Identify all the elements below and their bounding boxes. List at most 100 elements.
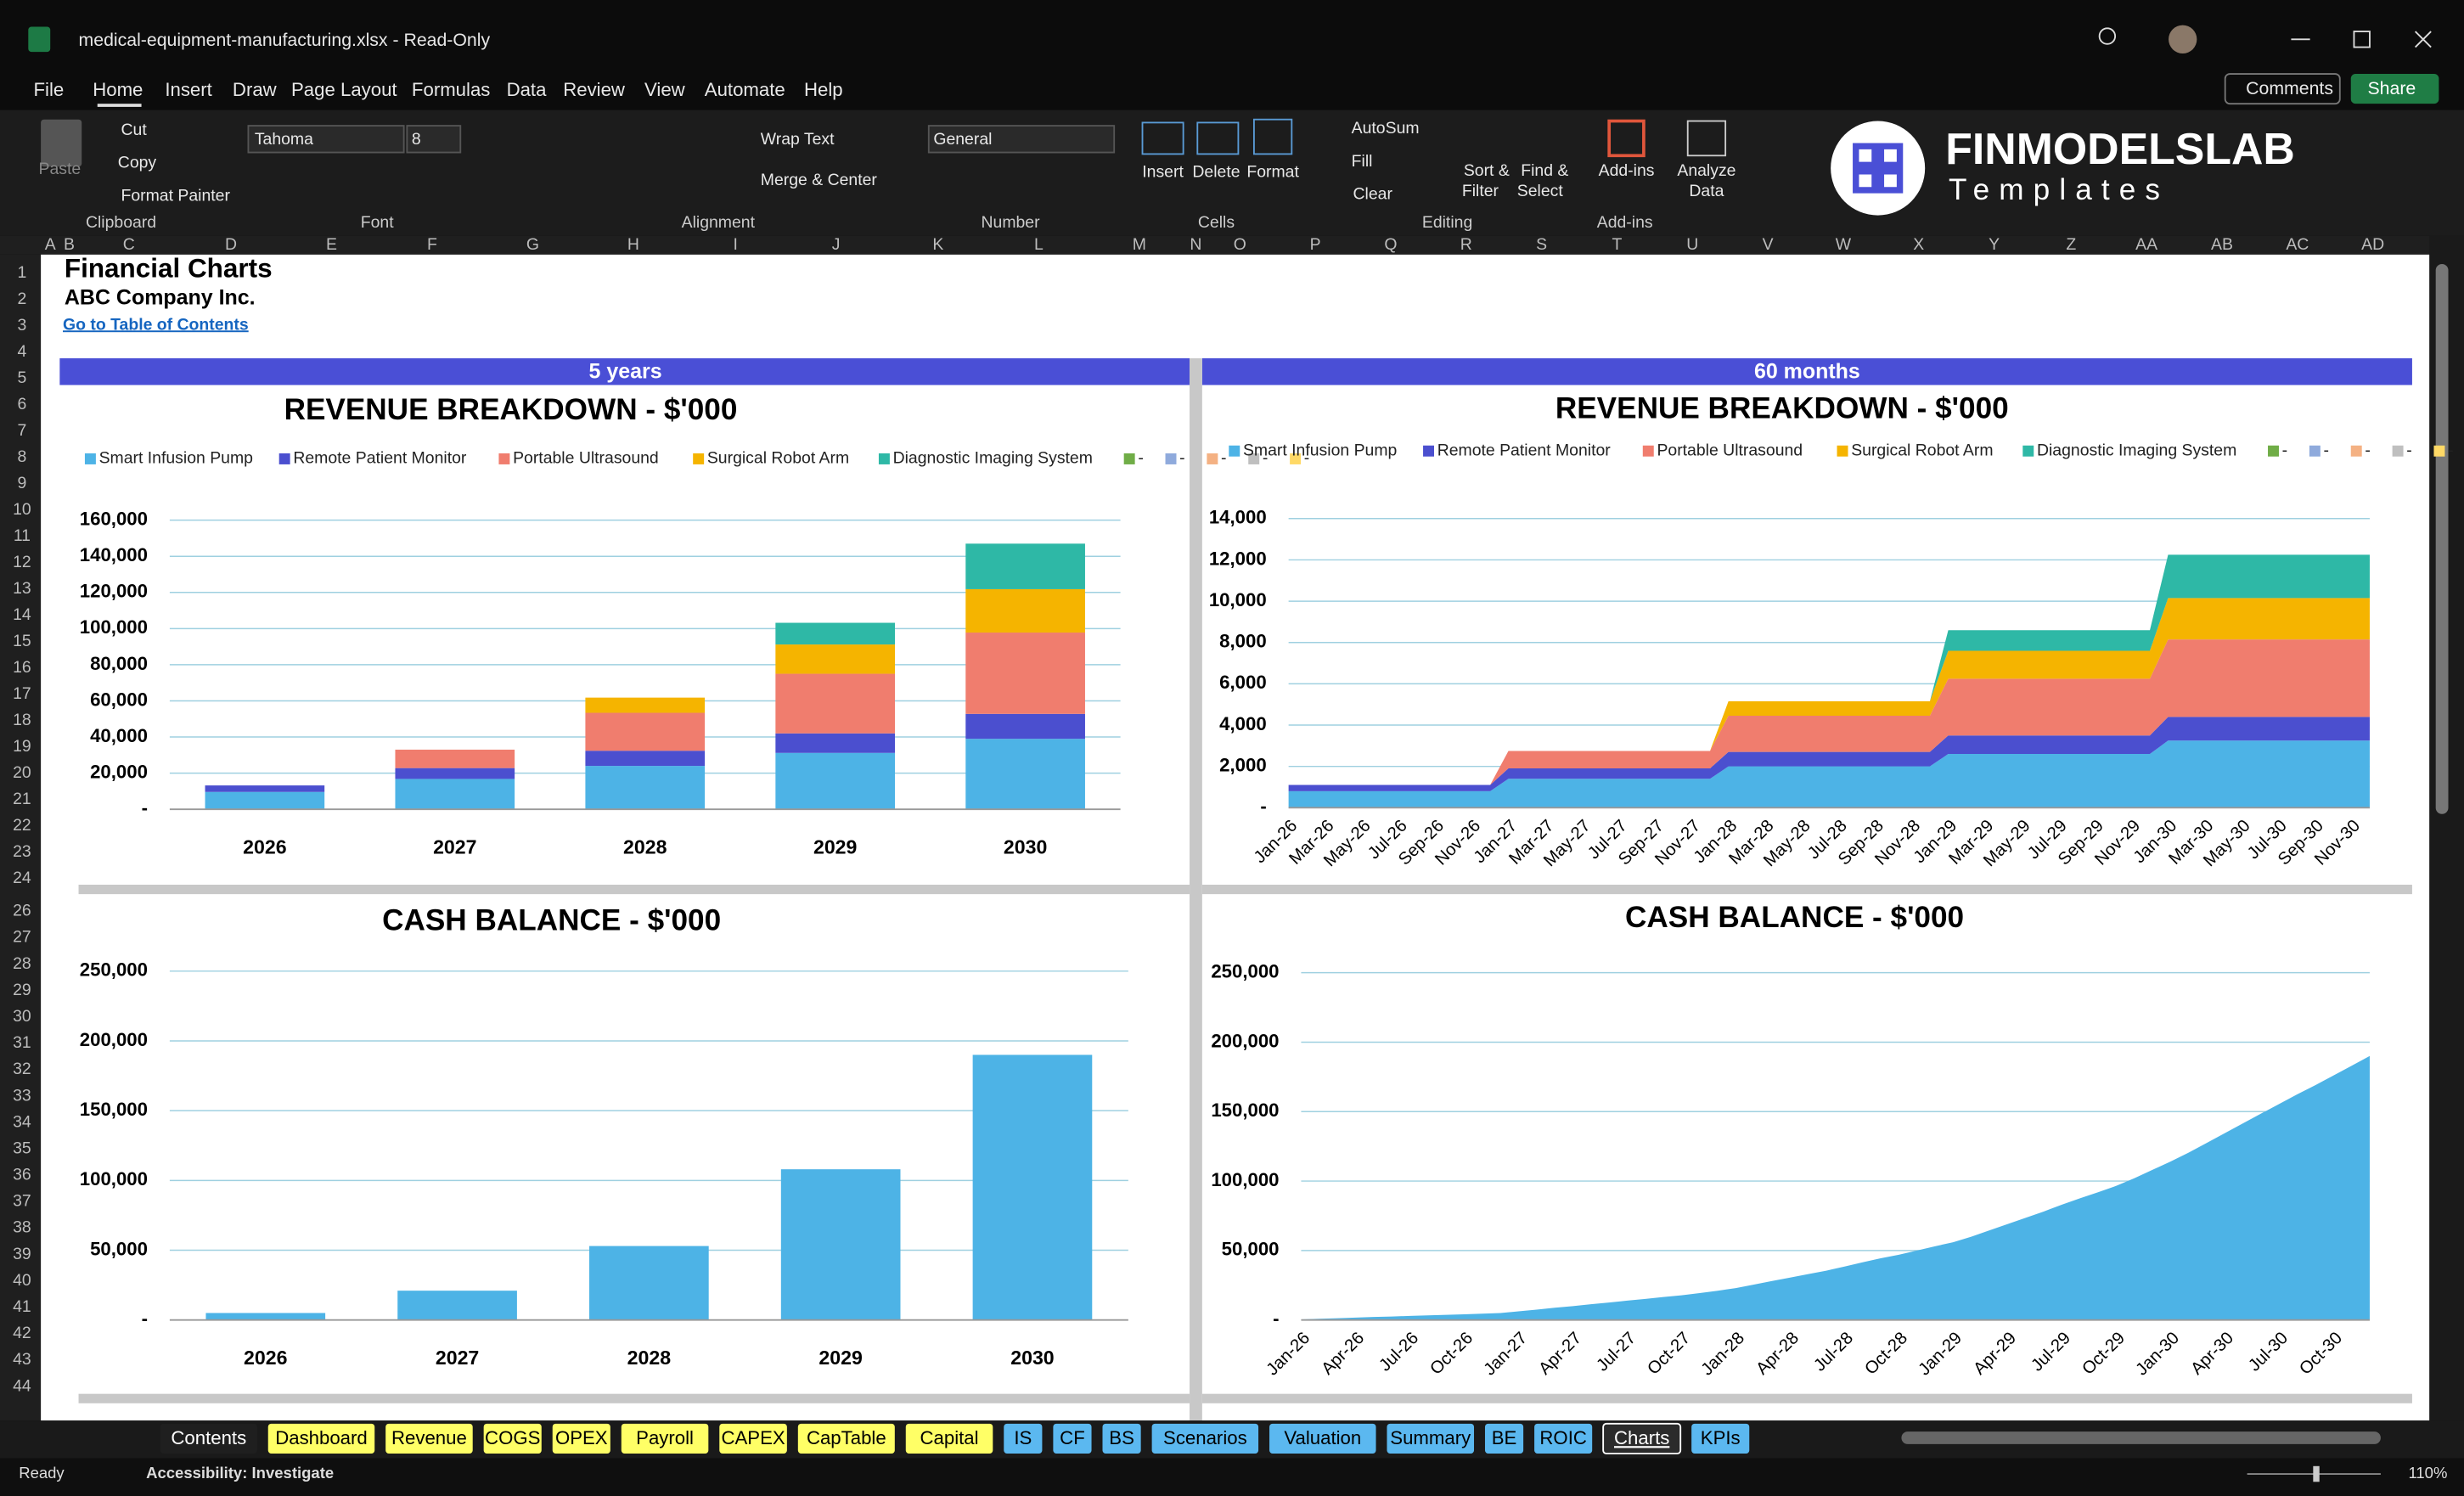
- menu-item[interactable]: Page Layout: [291, 79, 397, 100]
- sheet-tab[interactable]: [1151, 1423, 1259, 1454]
- ribbon-font-size[interactable]: 8: [412, 130, 421, 149]
- comments-button[interactable]: [2224, 73, 2341, 105]
- ribbon-merge-center[interactable]: Merge & Center: [761, 171, 878, 189]
- ribbon-sort-filter-0[interactable]: Sort &: [1464, 161, 1510, 180]
- sheet-tab[interactable]: [1053, 1423, 1092, 1454]
- ribbon-sort-filter-1[interactable]: Filter: [1462, 182, 1499, 200]
- ribbon-autosum[interactable]: AutoSum: [1352, 119, 1420, 138]
- sheet-tab-label[interactable]: Capital: [920, 1427, 979, 1448]
- ribbon-format[interactable]: Format: [1246, 163, 1299, 182]
- sheet-tab-label[interactable]: Summary: [1390, 1427, 1471, 1448]
- ribbon-font[interactable]: Font: [361, 213, 394, 232]
- sheet-tab[interactable]: [1484, 1423, 1524, 1454]
- sheet-tab-label[interactable]: Valuation: [1284, 1427, 1361, 1448]
- comments-label[interactable]: Comments: [2246, 78, 2333, 98]
- toc-link[interactable]: Go to Table of Contents: [63, 315, 249, 334]
- sheet-tab[interactable]: [267, 1423, 375, 1454]
- sheet-tab-label[interactable]: Charts: [1614, 1427, 1669, 1448]
- ribbon-copy[interactable]: Copy: [118, 154, 157, 172]
- sheet-tab-label[interactable]: KPIs: [1701, 1427, 1741, 1448]
- sheet-tab-label[interactable]: Revenue: [391, 1427, 467, 1448]
- ribbon-number[interactable]: Number: [982, 213, 1041, 232]
- ribbon-wrap-text[interactable]: Wrap Text: [761, 130, 835, 149]
- sheet-tab-label[interactable]: ROIC: [1539, 1427, 1586, 1448]
- sheet-tab[interactable]: [797, 1423, 895, 1454]
- sheet-tab-label[interactable]: BE: [1492, 1427, 1517, 1448]
- ribbon-delete[interactable]: Delete: [1192, 163, 1240, 182]
- legend-swatch: [84, 453, 96, 464]
- sheet-tab[interactable]: [1602, 1422, 1682, 1454]
- ribbon-font-name[interactable]: Tahoma: [255, 130, 313, 149]
- ribbon-find-select-1[interactable]: Select: [1517, 182, 1564, 200]
- menu-item[interactable]: Insert: [165, 79, 212, 100]
- sheet-tab-label[interactable]: CapTable: [807, 1427, 886, 1448]
- insert-icon[interactable]: [1141, 121, 1184, 155]
- menu-item[interactable]: Review: [563, 79, 626, 100]
- sheet-tab[interactable]: [385, 1423, 473, 1454]
- sheet-tab[interactable]: [905, 1423, 993, 1454]
- font-name-box[interactable]: [247, 125, 405, 154]
- ribbon-add-ins-group[interactable]: Add-ins: [1597, 213, 1653, 232]
- sheet-tab-label[interactable]: Payroll: [636, 1427, 694, 1448]
- menu-item[interactable]: Draw: [233, 79, 278, 100]
- ribbon-cut[interactable]: Cut: [121, 121, 148, 139]
- ribbon-cells[interactable]: Cells: [1198, 213, 1235, 232]
- ribbon-fill[interactable]: Fill: [1352, 152, 1373, 171]
- sheet-tab-label[interactable]: CAPEX: [721, 1427, 785, 1448]
- sheet-tab[interactable]: [1534, 1423, 1593, 1454]
- share-label[interactable]: Share: [2367, 78, 2416, 98]
- sheet-tab[interactable]: [552, 1423, 610, 1454]
- sheet-tab-label[interactable]: Contents: [171, 1427, 246, 1448]
- sheet-tab[interactable]: [1691, 1423, 1750, 1454]
- sheet-tab[interactable]: [621, 1423, 709, 1454]
- delete-icon[interactable]: [1196, 121, 1240, 155]
- ribbon-number-format[interactable]: General: [933, 130, 992, 149]
- status-accessibility[interactable]: Accessibility: Investigate: [146, 1464, 334, 1482]
- ribbon-clipboard[interactable]: Clipboard: [86, 213, 156, 232]
- number-format-box[interactable]: [927, 125, 1116, 154]
- sheet-tab-label[interactable]: CF: [1060, 1427, 1085, 1448]
- sheet-tab-label[interactable]: COGS: [485, 1427, 540, 1448]
- sheet-tab-label[interactable]: Scenarios: [1163, 1427, 1247, 1448]
- search-icon[interactable]: [2098, 27, 2117, 45]
- menu-item[interactable]: Home: [93, 79, 143, 100]
- sheet-tab[interactable]: [1387, 1423, 1475, 1454]
- ribbon-paste[interactable]: Paste: [38, 160, 81, 178]
- ribbon-analyze-0[interactable]: Analyze: [1677, 161, 1735, 180]
- sheet-tab[interactable]: [483, 1423, 542, 1454]
- close[interactable]: [2414, 31, 2432, 48]
- ribbon-add-ins[interactable]: Add-ins: [1599, 161, 1655, 180]
- menu-item[interactable]: Formulas: [412, 79, 490, 100]
- scrollbar-thumb[interactable]: [2435, 263, 2449, 814]
- analyze-icon[interactable]: [1686, 120, 1727, 157]
- menu-item[interactable]: Automate: [705, 79, 785, 100]
- zoom-thumb[interactable]: [2313, 1465, 2320, 1482]
- ribbon-format-painter[interactable]: Format Painter: [121, 187, 231, 205]
- sheet-tab-label[interactable]: IS: [1014, 1427, 1032, 1448]
- font-size-box[interactable]: [406, 125, 462, 154]
- menu-item[interactable]: Help: [804, 79, 843, 100]
- sheet-tab[interactable]: [1004, 1423, 1043, 1454]
- sheet-tab-label[interactable]: OPEX: [555, 1427, 608, 1448]
- sheet-tab[interactable]: [719, 1423, 787, 1454]
- add-ins-icon[interactable]: [1607, 119, 1645, 158]
- sheet-tab-label[interactable]: BS: [1109, 1427, 1134, 1448]
- h-scrollbar[interactable]: [1901, 1431, 2381, 1444]
- menu-item[interactable]: Data: [507, 79, 548, 100]
- sheet-tab[interactable]: [1269, 1423, 1376, 1454]
- share-button[interactable]: [2350, 74, 2439, 104]
- ribbon-insert[interactable]: Insert: [1142, 163, 1184, 182]
- sheet-tab[interactable]: [160, 1423, 257, 1454]
- sheet-tab-label[interactable]: Dashboard: [275, 1427, 368, 1448]
- ribbon-find-select-0[interactable]: Find &: [1521, 161, 1568, 180]
- restore[interactable]: [2353, 31, 2371, 48]
- ribbon-analyze-1[interactable]: Data: [1689, 182, 1724, 200]
- paste-icon[interactable]: [41, 119, 82, 167]
- menu-item[interactable]: View: [644, 79, 686, 100]
- format-icon[interactable]: [1252, 118, 1293, 155]
- menu-item[interactable]: File: [33, 79, 64, 100]
- ribbon-clear[interactable]: Clear: [1353, 185, 1393, 204]
- ribbon-editing[interactable]: Editing: [1422, 213, 1472, 232]
- ribbon-alignment[interactable]: Alignment: [682, 213, 756, 232]
- sheet-tab[interactable]: [1102, 1423, 1141, 1454]
